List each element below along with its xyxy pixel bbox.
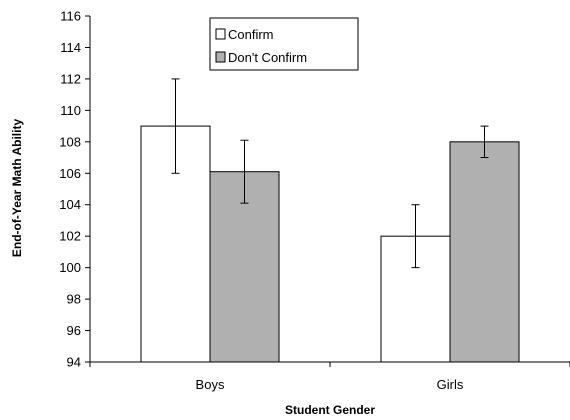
y-tick-label: 98: [67, 292, 81, 307]
y-axis-title: End-of-Year Math Ability: [10, 119, 24, 258]
y-tick-label: 96: [67, 323, 81, 338]
y-tick-label: 112: [60, 71, 81, 86]
error-bar: [171, 78, 180, 174]
error-bar: [480, 125, 489, 159]
y-tick-label: 106: [59, 166, 81, 181]
legend-box: [209, 17, 359, 71]
y-ticks: 94 96 98 100 102 104 106 108 110 112 114 116: [59, 9, 90, 370]
legend-label-dont-confirm: Don't Confirm: [228, 50, 307, 65]
error-bar: [240, 139, 249, 204]
bar-girls-don-t-confirm: [449, 141, 520, 363]
y-tick-label: 100: [59, 260, 81, 275]
legend-swatch-dont-confirm: [215, 51, 226, 63]
y-tick-label: 116: [60, 9, 81, 24]
legend-label-confirm: Confirm: [228, 27, 274, 42]
error-bar: [411, 204, 420, 269]
y-tick-label: 104: [59, 197, 81, 212]
y-tick-label: 110: [60, 103, 81, 118]
y-tick-label: 94: [67, 355, 81, 370]
bars-layer: [140, 125, 520, 363]
x-tick-label-boys: Boys: [196, 377, 225, 392]
x-axis-title: Student Gender: [285, 403, 375, 417]
y-tick-label: 114: [60, 40, 81, 55]
x-tick-label-girls: Girls: [437, 377, 464, 392]
y-tick-label: 108: [59, 134, 81, 149]
y-tick-label: 102: [59, 229, 81, 244]
legend-swatch-confirm: [215, 28, 226, 40]
x-ticks: Boys Girls: [89, 362, 570, 392]
error-bars-layer: [171, 78, 489, 269]
legend: Confirm Don't Confirm: [209, 17, 359, 71]
